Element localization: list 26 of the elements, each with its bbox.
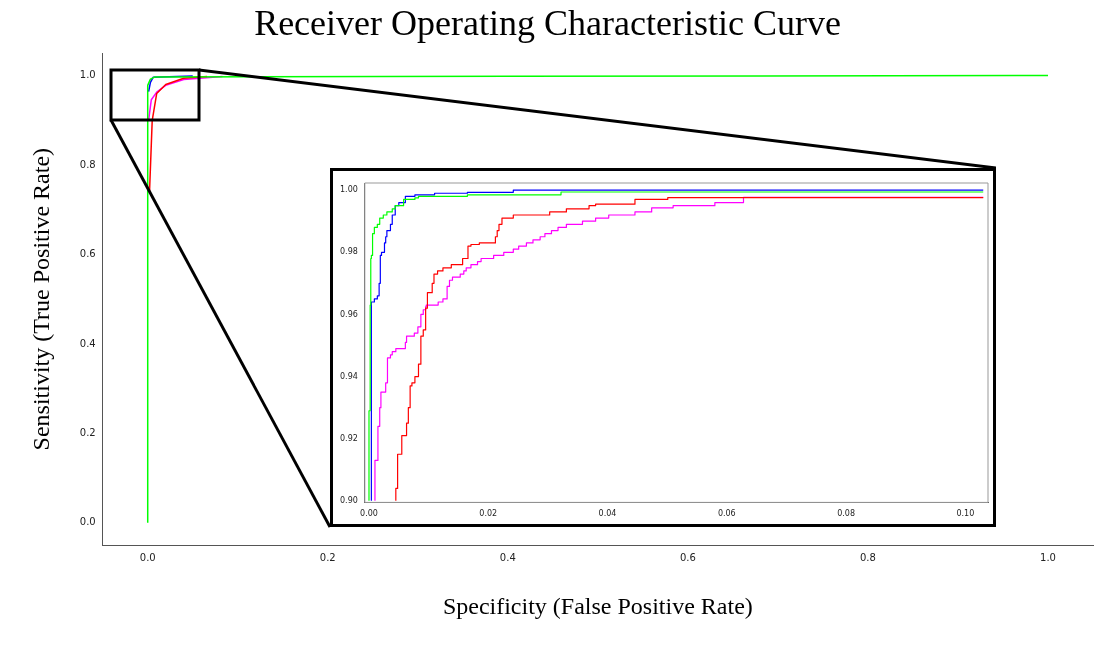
y-tick-label: 0.96 (340, 309, 358, 319)
x-tick-label: 0.08 (837, 509, 855, 519)
x-tick-label: 0.04 (598, 509, 617, 519)
x-axis-title: Specificity (False Positive Rate) (442, 592, 753, 619)
y-tick-label: 1.0 (79, 69, 96, 81)
y-tick-label: 0.4 (79, 337, 96, 349)
x-tick-label: 0.06 (717, 509, 736, 519)
x-tick-label: 1.0 (1040, 551, 1056, 563)
x-tick-label: 0.8 (859, 551, 876, 563)
y-tick-label: 0.90 (340, 495, 358, 505)
x-tick-label: 0.2 (319, 551, 336, 563)
y-tick-label: 0.94 (340, 371, 358, 381)
y-tick-label: 0.8 (79, 158, 96, 170)
x-tick-label: 0.0 (139, 551, 156, 563)
x-tick-label: 0.4 (499, 551, 516, 563)
x-tick-label: 0.00 (360, 509, 378, 519)
y-tick-label: 0.92 (340, 433, 358, 443)
y-tick-label: 1.00 (340, 185, 358, 195)
x-tick-label: 0.6 (679, 551, 696, 563)
x-tick-label: 0.02 (479, 509, 498, 519)
y-tick-label: 0.2 (79, 426, 96, 438)
x-tick-label: 0.10 (956, 509, 975, 519)
chart-title: Receiver Operating Characteristic Curve (254, 3, 841, 44)
y-axis-title: Sensitivity (True Positive Rate) (27, 147, 54, 451)
y-tick-label: 0.98 (340, 247, 358, 257)
y-tick-label: 0.6 (79, 248, 96, 260)
